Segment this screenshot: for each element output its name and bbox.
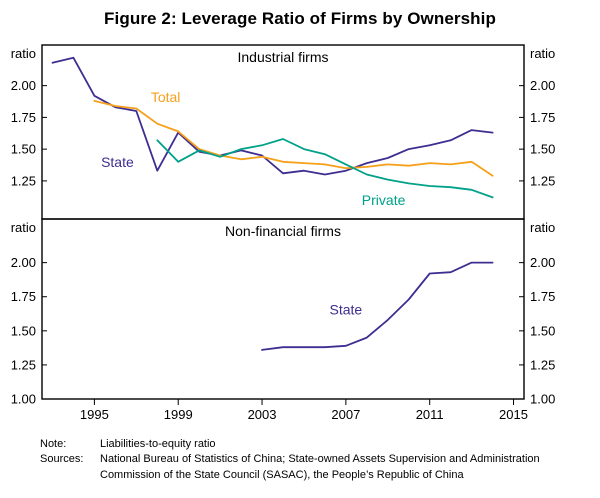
x-tick-label: 2003 [248,407,277,422]
y-tick-label-right: 2.00 [530,78,555,93]
series-label-state: State [330,301,363,317]
y-tick-label-left: 1.50 [11,323,36,338]
y-tick-label-left: 1.00 [11,392,36,407]
series-label-private: Private [362,192,406,208]
y-tick-label-left: 1.25 [11,173,36,188]
series-line-private [156,138,494,199]
notes-block: Note: Liabilities-to-equity ratio Source… [40,437,574,483]
panel-frame [41,218,525,400]
sources-label: Sources: [40,453,84,466]
note-row: Note: Liabilities-to-equity ratio [40,437,574,452]
y-tick-label-right: 1.25 [530,173,555,188]
axis-unit-right: ratio [530,46,555,61]
note-label: Note: [40,438,67,450]
y-tick-label-right: 1.00 [530,392,555,407]
x-tick-label: 2007 [331,407,360,422]
y-tick-label-right: 1.50 [530,323,555,338]
panel-frame [41,44,525,220]
y-tick-label-right: 1.50 [530,142,555,157]
y-tick-label-right: 1.75 [530,289,555,304]
note-text: Liabilities-to-equity ratio [100,438,216,450]
sources-row: Sources: National Bureau of Statistics o… [40,452,574,483]
y-tick-label-left: 1.75 [11,289,36,304]
y-tick-label-right: 1.25 [530,357,555,372]
y-tick-label-right: 2.00 [530,255,555,270]
panel-title: Non-financial firms [225,223,341,239]
series-line-total [93,100,494,177]
axis-unit-left: ratio [11,220,36,235]
axis-unit-left: ratio [11,46,36,61]
y-tick-label-left: 1.25 [11,357,36,372]
series-line-state [261,261,494,351]
series-line-state [51,56,494,176]
sources-text: National Bureau of Statistics of China; … [100,453,540,481]
series-label-state: State [101,154,134,170]
series-label-total: Total [151,89,181,105]
x-tick-label: 2015 [499,407,528,422]
axis-unit-right: ratio [530,220,555,235]
chart-canvas: Industrial firms ratio ratio 1.25 1.25 1.50 1.… [11,44,555,422]
x-tick-label: 1999 [164,407,193,422]
figure-title: Figure 2: Leverage Ratio of Firms by Own… [104,9,496,28]
x-tick-label: 1995 [80,407,109,422]
y-tick-label-left: 1.50 [11,142,36,157]
y-tick-label-left: 2.00 [11,78,36,93]
y-tick-label-right: 1.75 [530,110,555,125]
panel-title: Industrial firms [237,49,328,65]
y-tick-label-left: 2.00 [11,255,36,270]
x-tick-label: 2011 [416,407,444,422]
y-tick-label-left: 1.75 [11,110,36,125]
